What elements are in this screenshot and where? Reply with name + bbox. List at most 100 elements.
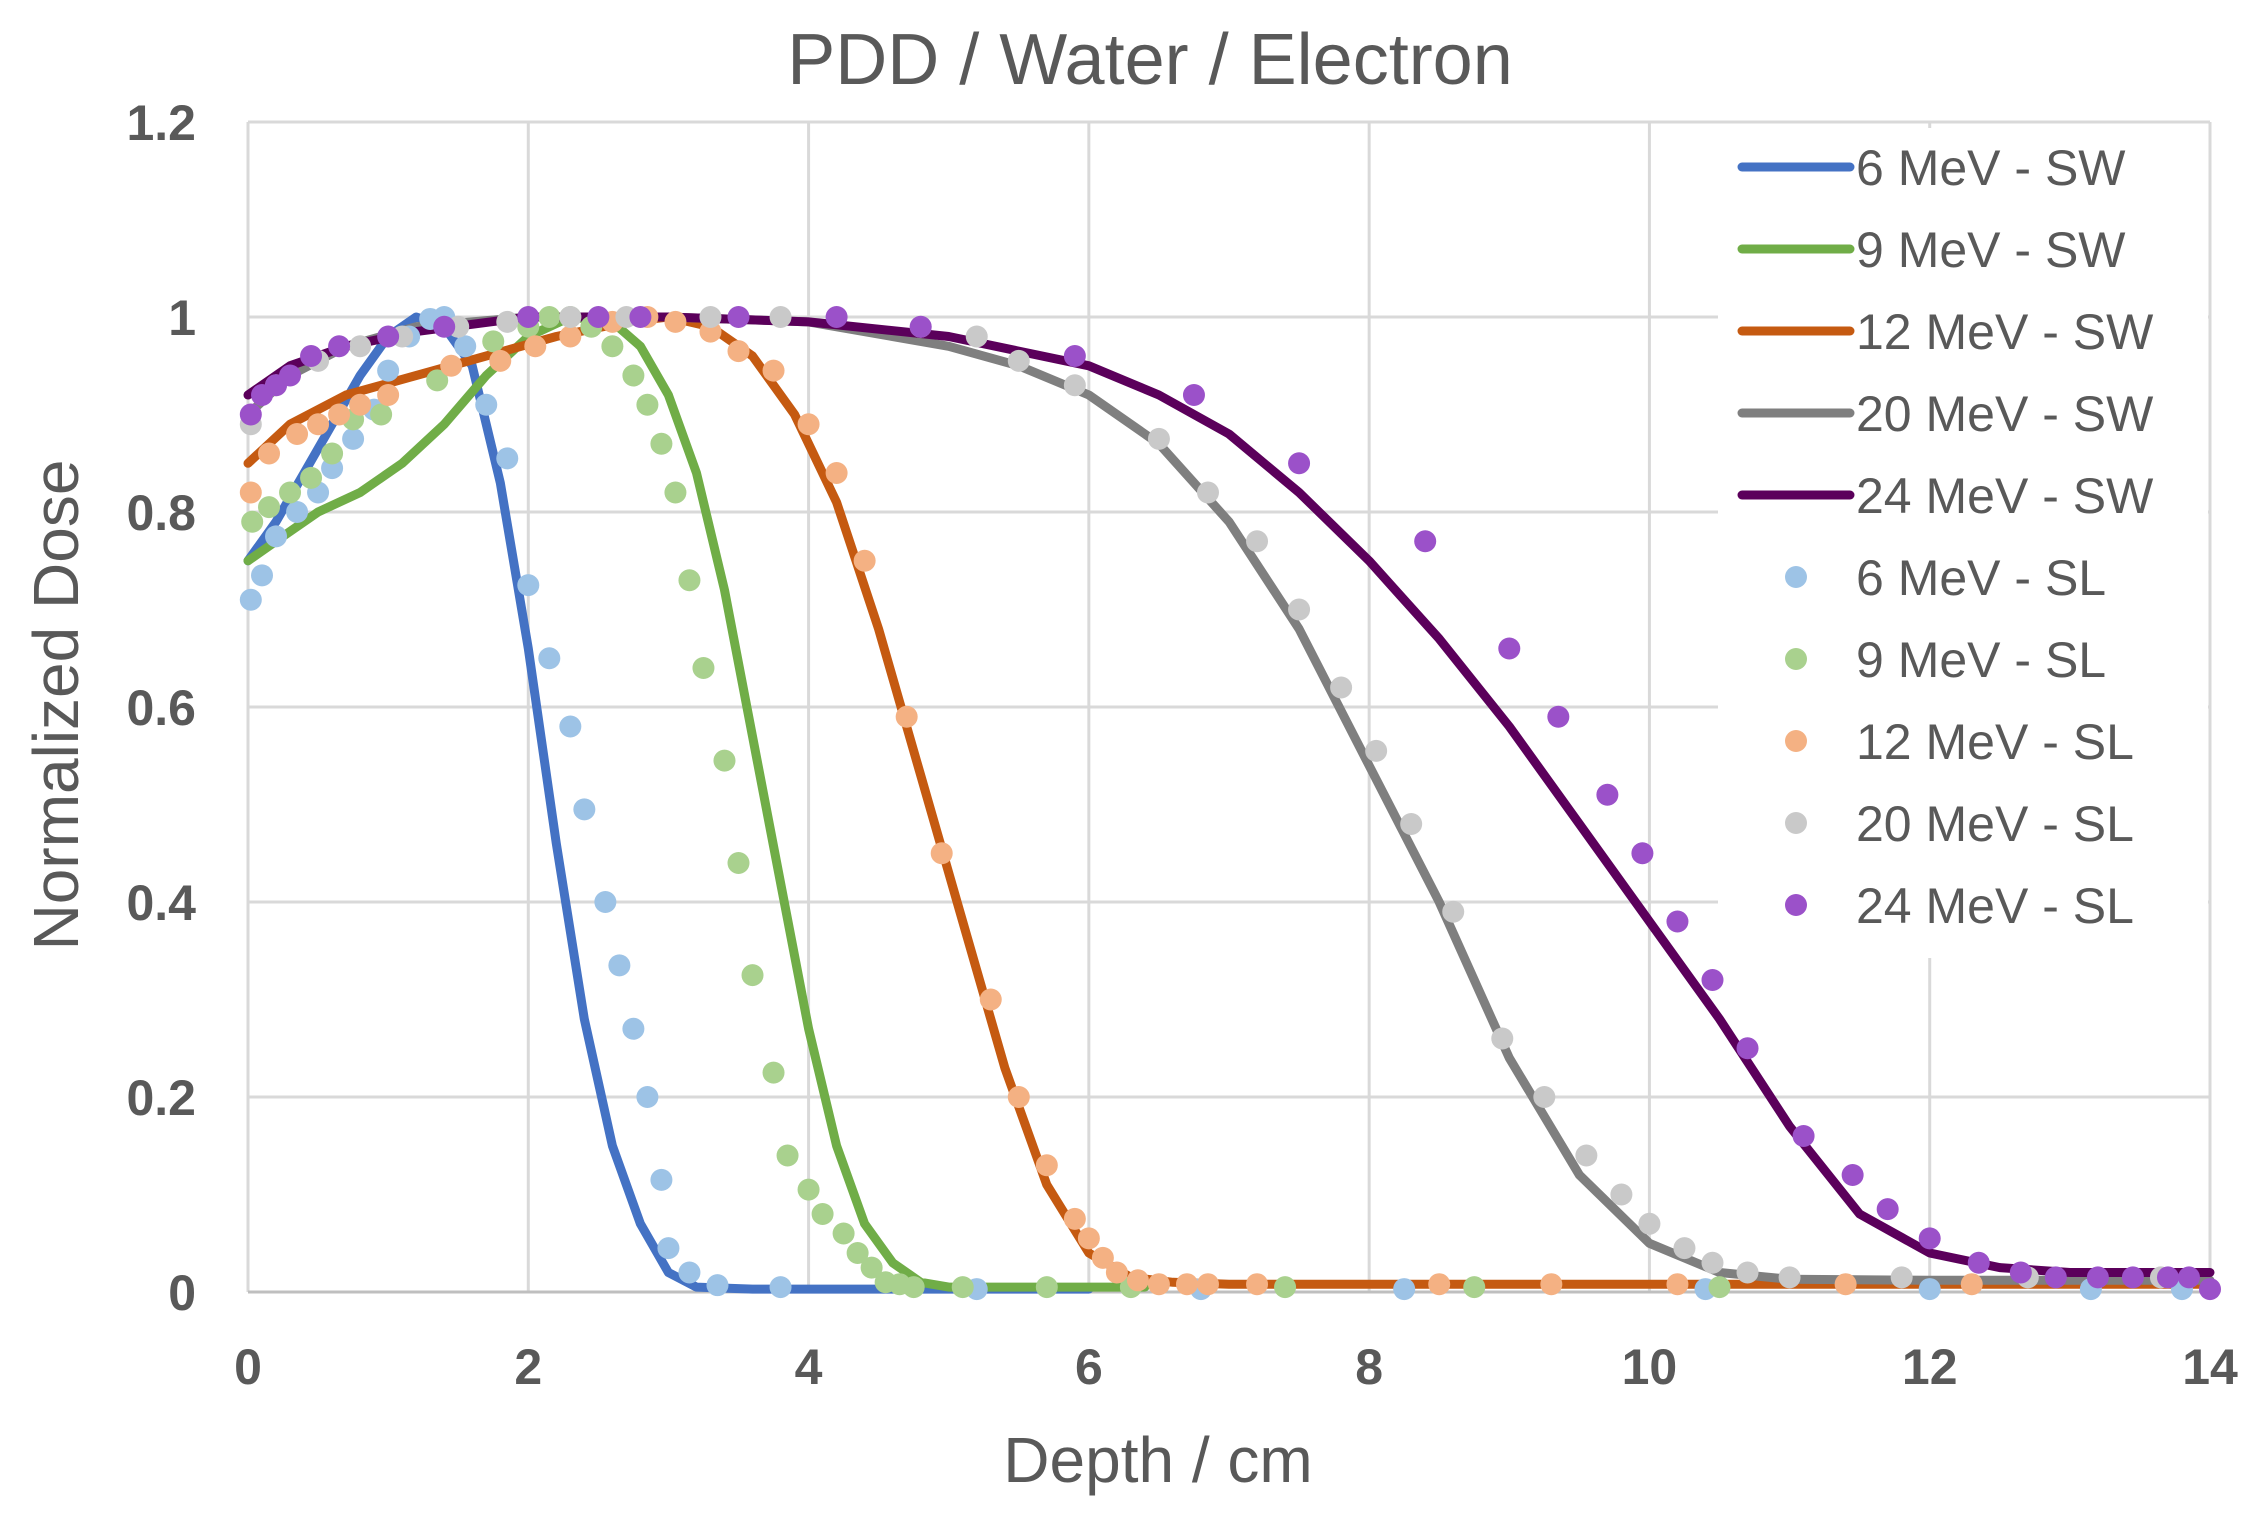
data-point [1063, 345, 1086, 367]
data-point [1736, 1037, 1759, 1060]
legend-item: 24 MeV - SW [1737, 468, 2154, 524]
data-point [286, 501, 309, 523]
data-point [1330, 676, 1353, 699]
data-point [762, 1061, 785, 1084]
data-point [489, 349, 512, 372]
y-tick-label: 0.8 [126, 485, 196, 541]
data-point [895, 705, 918, 728]
legend-item: 9 MeV - SL [1785, 632, 2106, 688]
y-tick-label: 0.6 [126, 680, 196, 736]
legend-dot-swatch [1785, 894, 1807, 916]
data-point [678, 569, 701, 592]
data-point [1533, 1086, 1556, 1108]
legend-item: 6 MeV - SW [1737, 140, 2126, 196]
data-point [239, 481, 262, 504]
data-point [902, 1276, 925, 1299]
data-point [1841, 1164, 1864, 1186]
data-point [860, 1256, 883, 1279]
data-point [1736, 1261, 1759, 1284]
x-axis-title: Depth / cm [1003, 1424, 1312, 1496]
data-point [664, 310, 687, 333]
data-point [979, 988, 1002, 1011]
series-line-9-mev-sw [243, 312, 1150, 1292]
data-point [692, 657, 715, 679]
data-point [454, 335, 477, 358]
data-point [1631, 842, 1654, 865]
data-point [349, 335, 372, 358]
data-point [622, 364, 645, 387]
data-point [328, 403, 351, 426]
legend-item: 20 MeV - SW [1737, 386, 2154, 442]
data-point [342, 427, 365, 450]
legend-dot-swatch [1785, 648, 1807, 670]
x-tick-label: 0 [234, 1339, 262, 1395]
data-point [1701, 969, 1724, 991]
data-point [587, 306, 610, 328]
data-point [2044, 1266, 2067, 1289]
data-point [475, 393, 498, 416]
legend-dot-swatch [1785, 730, 1807, 752]
data-point [832, 1222, 855, 1245]
data-point [930, 842, 953, 865]
data-point [1967, 1251, 1990, 1274]
data-point [741, 964, 764, 987]
x-tick-label: 14 [2182, 1339, 2238, 1395]
series [239, 306, 2221, 1301]
series-dots-12-mev-sl [239, 306, 1983, 1296]
data-point [762, 359, 785, 382]
data-point [241, 510, 264, 533]
data-point [1666, 910, 1689, 933]
legend-label: 12 MeV - SL [1856, 714, 2134, 770]
data-point [1182, 384, 1205, 406]
data-point [594, 891, 617, 913]
series-dots-9-mev-sl [241, 306, 1731, 1299]
data-point [1365, 739, 1388, 762]
data-point [440, 354, 463, 377]
legend-label: 20 MeV - SL [1856, 796, 2134, 852]
data-point [265, 525, 288, 548]
y-axis-title: Normalized Dose [20, 460, 92, 951]
data-point [496, 310, 519, 333]
data-point [1596, 783, 1619, 806]
data-point [300, 345, 323, 367]
data-point [1393, 1278, 1416, 1301]
legend-label: 6 MeV - SW [1856, 140, 2126, 196]
data-point [1708, 1276, 1731, 1299]
chart-title: PDD / Water / Electron [787, 20, 1513, 100]
data-point [377, 325, 400, 348]
data-point [286, 423, 309, 445]
data-point [517, 574, 540, 597]
x-tick-label: 10 [1622, 1339, 1678, 1395]
data-point [517, 306, 540, 328]
data-point [1442, 900, 1465, 923]
data-point [426, 369, 449, 392]
data-point [2177, 1266, 2200, 1289]
data-point [657, 1237, 680, 1260]
data-point [629, 306, 652, 328]
data-point [251, 564, 274, 587]
data-point [559, 306, 582, 328]
data-point [636, 393, 659, 416]
data-point [258, 496, 281, 519]
data-point [678, 1261, 701, 1284]
data-point [1960, 1273, 1983, 1296]
data-point [1463, 1276, 1486, 1299]
data-point [951, 1276, 974, 1299]
data-point [2086, 1266, 2109, 1289]
legend-label: 24 MeV - SL [1856, 878, 2134, 934]
data-point [1673, 1237, 1696, 1260]
data-point [573, 798, 596, 821]
data-point [601, 335, 624, 358]
x-tick-label: 6 [1075, 1339, 1103, 1395]
data-point [300, 466, 323, 489]
data-point [1007, 1086, 1030, 1108]
y-tick-label: 1.2 [126, 95, 196, 151]
series-dots-24-mev-sl [239, 306, 2221, 1301]
data-point [377, 384, 400, 406]
data-point [965, 325, 988, 348]
data-point [699, 306, 722, 328]
data-point [1414, 530, 1437, 553]
data-point [797, 413, 820, 436]
data-point [1007, 349, 1030, 372]
data-point [1091, 1246, 1114, 1269]
